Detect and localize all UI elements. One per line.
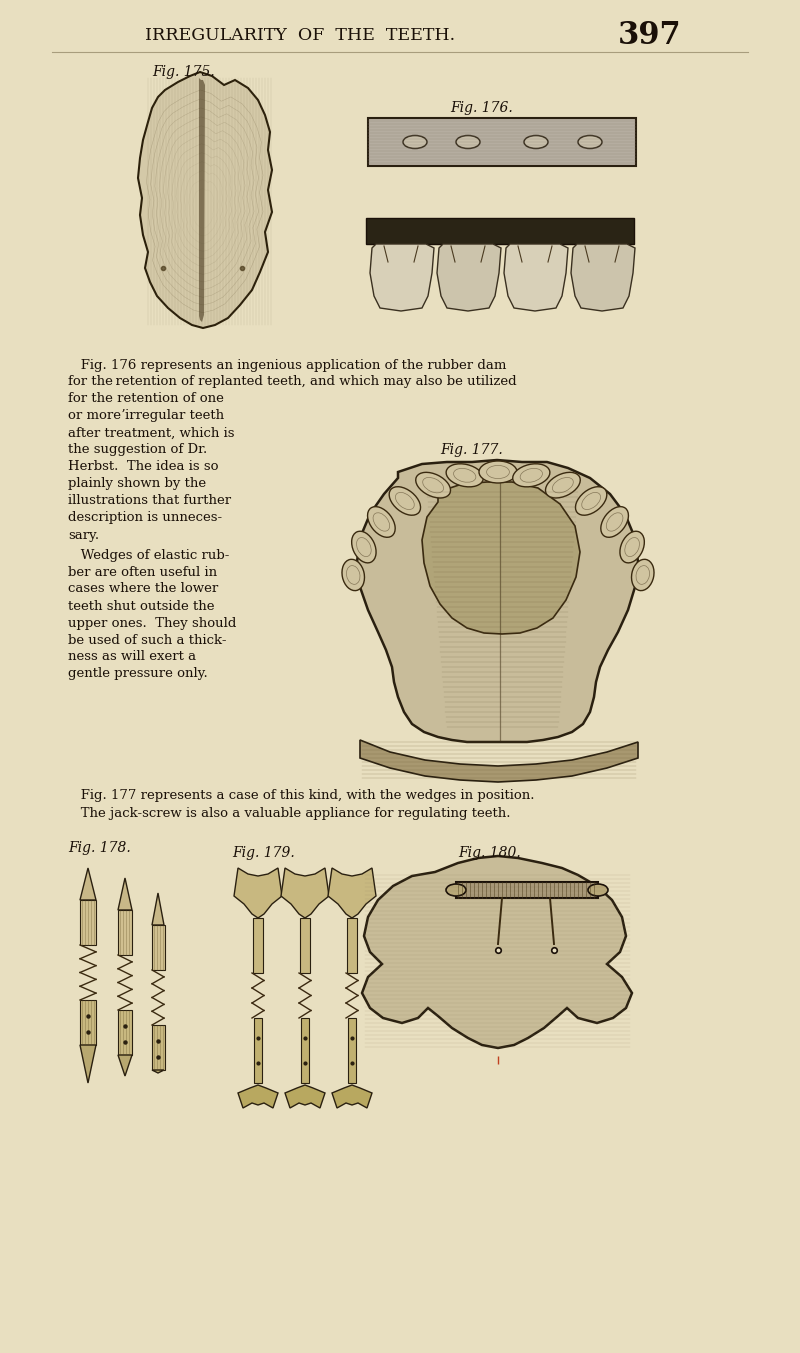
Polygon shape bbox=[118, 1055, 132, 1076]
FancyBboxPatch shape bbox=[118, 1009, 132, 1055]
Polygon shape bbox=[362, 856, 632, 1049]
FancyBboxPatch shape bbox=[347, 917, 357, 973]
Ellipse shape bbox=[601, 506, 629, 537]
FancyBboxPatch shape bbox=[300, 917, 310, 973]
Ellipse shape bbox=[620, 532, 644, 563]
Polygon shape bbox=[437, 244, 501, 311]
Polygon shape bbox=[234, 869, 282, 917]
FancyBboxPatch shape bbox=[366, 218, 634, 244]
FancyBboxPatch shape bbox=[118, 911, 132, 955]
Text: Fig. 175.: Fig. 175. bbox=[152, 65, 214, 78]
Text: upper ones.  They should: upper ones. They should bbox=[68, 617, 236, 629]
FancyBboxPatch shape bbox=[253, 917, 263, 973]
Text: ness as will exert a: ness as will exert a bbox=[68, 651, 196, 663]
FancyBboxPatch shape bbox=[80, 1000, 96, 1045]
Polygon shape bbox=[571, 244, 635, 311]
Text: ber are often useful in: ber are often useful in bbox=[68, 566, 217, 579]
FancyBboxPatch shape bbox=[368, 118, 636, 166]
FancyBboxPatch shape bbox=[348, 1017, 356, 1082]
Polygon shape bbox=[332, 1085, 372, 1108]
Polygon shape bbox=[281, 869, 329, 917]
Text: Fig. 179.: Fig. 179. bbox=[232, 846, 294, 861]
Polygon shape bbox=[80, 869, 96, 900]
FancyBboxPatch shape bbox=[152, 1026, 165, 1070]
FancyBboxPatch shape bbox=[80, 900, 96, 944]
Ellipse shape bbox=[389, 487, 421, 515]
FancyBboxPatch shape bbox=[152, 925, 165, 970]
Text: 397: 397 bbox=[618, 20, 682, 51]
Text: Fig. 177 represents a case of this kind, with the wedges in position.: Fig. 177 represents a case of this kind,… bbox=[68, 790, 534, 802]
Text: Fig. 180.: Fig. 180. bbox=[458, 846, 521, 861]
Text: IRREGULARITY  OF  THE  TEETH.: IRREGULARITY OF THE TEETH. bbox=[145, 27, 455, 45]
Text: plainly shown by the: plainly shown by the bbox=[68, 478, 206, 491]
FancyBboxPatch shape bbox=[456, 882, 598, 898]
Text: for the retention of one: for the retention of one bbox=[68, 392, 224, 406]
Polygon shape bbox=[285, 1085, 325, 1108]
Ellipse shape bbox=[546, 472, 580, 498]
Text: Fig. 176 represents an ingenious application of the rubber dam: Fig. 176 represents an ingenious applica… bbox=[68, 359, 506, 372]
Ellipse shape bbox=[403, 135, 427, 149]
Text: Wedges of elastic rub-: Wedges of elastic rub- bbox=[68, 548, 230, 561]
Text: illustrations that further: illustrations that further bbox=[68, 494, 231, 507]
FancyBboxPatch shape bbox=[254, 1017, 262, 1082]
Ellipse shape bbox=[631, 559, 654, 591]
Text: gentle pressure only.: gentle pressure only. bbox=[68, 667, 208, 681]
Ellipse shape bbox=[588, 884, 608, 896]
Polygon shape bbox=[199, 78, 205, 322]
Ellipse shape bbox=[446, 464, 483, 487]
Text: Fig. 176.: Fig. 176. bbox=[450, 101, 513, 115]
Polygon shape bbox=[360, 740, 638, 782]
Ellipse shape bbox=[524, 135, 548, 149]
Polygon shape bbox=[152, 893, 164, 925]
Ellipse shape bbox=[367, 506, 395, 537]
Text: Fig. 178.: Fig. 178. bbox=[68, 842, 130, 855]
Ellipse shape bbox=[513, 464, 550, 487]
Polygon shape bbox=[422, 482, 580, 635]
Text: sary.: sary. bbox=[68, 529, 99, 541]
Ellipse shape bbox=[456, 135, 480, 149]
Ellipse shape bbox=[446, 884, 466, 896]
Text: for the retention of replanted teeth, and which may also be utilized: for the retention of replanted teeth, an… bbox=[68, 375, 517, 387]
Text: be used of such a thick-: be used of such a thick- bbox=[68, 633, 226, 647]
Polygon shape bbox=[80, 1045, 96, 1082]
Ellipse shape bbox=[416, 472, 450, 498]
Text: The jack-screw is also a valuable appliance for regulating teeth.: The jack-screw is also a valuable applia… bbox=[68, 806, 510, 820]
Text: description is unneces-: description is unneces- bbox=[68, 511, 222, 525]
Polygon shape bbox=[152, 1070, 164, 1073]
Polygon shape bbox=[357, 460, 638, 741]
Polygon shape bbox=[238, 1085, 278, 1108]
Polygon shape bbox=[138, 72, 272, 327]
Polygon shape bbox=[370, 244, 434, 311]
Text: cases where the lower: cases where the lower bbox=[68, 583, 218, 595]
Ellipse shape bbox=[479, 461, 517, 483]
Text: the suggestion of Dr.: the suggestion of Dr. bbox=[68, 444, 207, 456]
Text: teeth shut outside the: teeth shut outside the bbox=[68, 599, 214, 613]
Polygon shape bbox=[118, 878, 132, 911]
Text: Herbst.  The idea is so: Herbst. The idea is so bbox=[68, 460, 218, 474]
Text: after treatment, which is: after treatment, which is bbox=[68, 426, 234, 440]
Ellipse shape bbox=[352, 532, 376, 563]
Polygon shape bbox=[328, 869, 376, 917]
FancyBboxPatch shape bbox=[301, 1017, 309, 1082]
Polygon shape bbox=[504, 244, 568, 311]
Text: Fig. 177.: Fig. 177. bbox=[440, 442, 502, 457]
Ellipse shape bbox=[575, 487, 607, 515]
Text: or moreʼirregular teeth: or moreʼirregular teeth bbox=[68, 410, 224, 422]
Ellipse shape bbox=[342, 559, 365, 591]
Ellipse shape bbox=[578, 135, 602, 149]
